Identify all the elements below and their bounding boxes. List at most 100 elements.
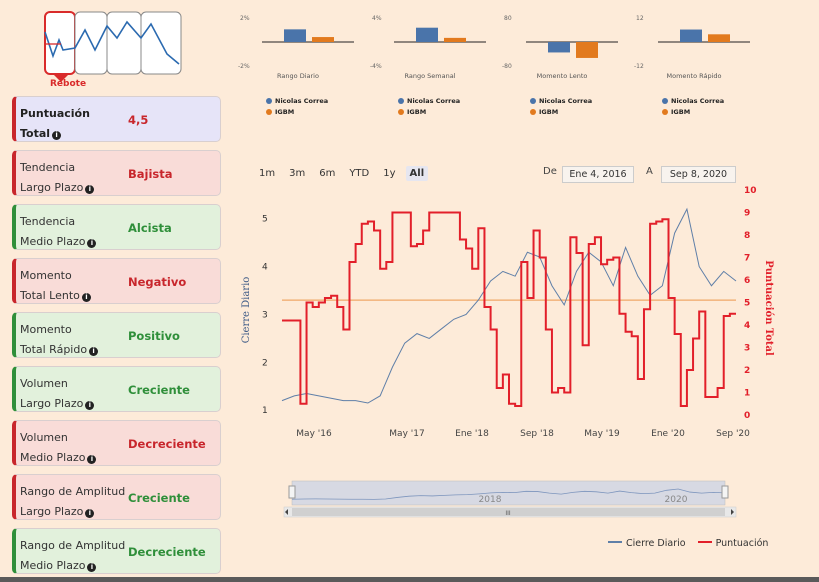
card-label-line1: Volumen xyxy=(20,377,68,390)
card-volumen-medio: Volumen Medio Plazo i Decreciente xyxy=(12,420,221,466)
mini-chart-bars: 4% -4% xyxy=(370,15,486,70)
legend-b: IGBM xyxy=(407,108,427,116)
x-tick-label: May '16 xyxy=(296,429,332,439)
mini-chart-legend: Nicolas Correa IGBM xyxy=(662,96,724,118)
mini-chart-title: Momento Lento xyxy=(536,72,588,80)
legend-dot-icon xyxy=(266,98,272,104)
navigator-handle-left xyxy=(288,485,296,499)
y-right-tick: 6 xyxy=(744,276,750,286)
mini-bar xyxy=(444,37,466,42)
card-label-line1: Rango de Amplitud xyxy=(20,539,126,552)
card-label-line1: Puntuación xyxy=(20,107,90,120)
info-icon[interactable]: i xyxy=(85,185,95,194)
card-label-line1: Momento xyxy=(20,323,72,336)
mini-bar xyxy=(312,37,334,42)
legend-item-cierre[interactable]: Cierre Diario xyxy=(608,538,686,549)
info-icon[interactable]: i xyxy=(87,239,97,248)
window-bottom-bar xyxy=(0,577,819,582)
y-left-tick: 4 xyxy=(262,263,268,273)
card-tendencia-medio: Tendencia Medio Plazo i Alcista xyxy=(12,204,221,250)
mini-bar xyxy=(576,42,598,58)
card-label-line1: Tendencia xyxy=(20,215,76,228)
card-label: Rango de Amplitud Medio Plazo i xyxy=(20,536,138,576)
mini-chart-title: Rango Semanal xyxy=(404,72,456,80)
info-icon[interactable]: i xyxy=(81,293,91,302)
card-label-line1: Momento xyxy=(20,269,72,282)
series-cierre-diario-line xyxy=(281,207,737,404)
x-tick-label: Ene '20 xyxy=(651,429,685,439)
navigator-series xyxy=(291,488,726,500)
mini-chart-bars: 2% -2% xyxy=(238,15,354,70)
info-icon[interactable]: i xyxy=(85,509,95,518)
mini-bar xyxy=(708,34,730,42)
card-tendencia-largo: Tendencia Largo Plazo i Bajista xyxy=(12,150,221,196)
card-label-line2: Total Lento xyxy=(20,289,80,302)
card-label: Momento Total Lento i xyxy=(20,266,138,306)
legend-dot-icon xyxy=(266,109,272,115)
card-value: Creciente xyxy=(128,491,190,505)
mini-axis-min: -12 xyxy=(634,63,644,70)
date-to-label: A xyxy=(646,166,653,177)
navigator-scrollbar-thumb xyxy=(292,508,725,516)
legend-dot-icon xyxy=(662,98,668,104)
card-label-line1: Rango de Amplitud xyxy=(20,485,126,498)
x-tick-label: Sep '18 xyxy=(520,429,554,439)
scroll-left-arrow-icon xyxy=(285,509,288,515)
legend-item-puntuacion[interactable]: Puntuación xyxy=(697,538,768,549)
card-label: Volumen Largo Plazo i xyxy=(20,374,138,414)
y-right-tick: 4 xyxy=(744,321,750,331)
range-button-all[interactable]: All xyxy=(405,166,429,181)
y-right-tick: 7 xyxy=(744,254,750,264)
y-right-tick: 2 xyxy=(744,366,750,376)
card-volumen-largo: Volumen Largo Plazo i Creciente xyxy=(12,366,221,412)
card-label: Rango de Amplitud Largo Plazo i xyxy=(20,482,138,522)
navigator-label: 2018 xyxy=(479,495,502,505)
range-button-ytd[interactable]: YTD xyxy=(349,168,370,179)
info-icon[interactable]: i xyxy=(87,563,97,572)
legend-label: Cierre Diario xyxy=(626,538,686,549)
mini-chart-legend: Nicolas Correa IGBM xyxy=(398,96,460,118)
y-left-tick: 3 xyxy=(262,310,268,320)
card-value: Decreciente xyxy=(128,545,206,559)
card-rango-largo: Rango de Amplitud Largo Plazo i Creciente xyxy=(12,474,221,520)
date-from-input[interactable]: Ene 4, 2016 xyxy=(562,166,634,183)
card-value: 4,5 xyxy=(128,113,149,127)
card-label-line2: Medio Plazo xyxy=(20,451,86,464)
info-icon[interactable]: i xyxy=(87,455,97,464)
series-puntuacion-line xyxy=(282,211,736,407)
x-tick-label: Sep '20 xyxy=(716,429,750,439)
range-button-3m[interactable]: 3m xyxy=(289,168,306,179)
y-right-tick: 5 xyxy=(744,299,750,309)
info-icon[interactable]: i xyxy=(52,131,62,140)
card-label-line1: Tendencia xyxy=(20,161,76,174)
range-button-1y[interactable]: 1y xyxy=(383,168,396,179)
range-button-6m[interactable]: 6m xyxy=(319,168,336,179)
mini-chart-title: Momento Rápido xyxy=(666,72,722,80)
legend-b: IGBM xyxy=(539,108,559,116)
mini-chart-title: Rango Diario xyxy=(277,72,319,80)
mini-axis-min: -2% xyxy=(238,63,250,70)
range-selector: 1m 3m 6m YTD 1y All xyxy=(255,166,429,181)
mini-chart-rango-semanal: 4% -4% Rango Semanal Nicolas Correa IGBM xyxy=(370,10,490,120)
info-icon[interactable]: i xyxy=(89,347,99,356)
mini-bar xyxy=(548,42,570,53)
legend-a: Nicolas Correa xyxy=(407,97,461,105)
card-label: Momento Total Rápido i xyxy=(20,320,138,360)
y-right-axis-label: Puntuación Total xyxy=(763,260,774,356)
card-label-line1: Volumen xyxy=(20,431,68,444)
legend-a: Nicolas Correa xyxy=(275,97,329,105)
card-label: Volumen Medio Plazo i xyxy=(20,428,138,468)
date-to-input[interactable]: Sep 8, 2020 xyxy=(661,166,736,183)
card-value: Bajista xyxy=(128,167,173,181)
card-value: Negativo xyxy=(128,275,187,289)
mini-chart-momento-lento: 80 -80 Momento Lento Nicolas Correa IGBM xyxy=(502,10,622,120)
card-rango-medio: Rango de Amplitud Medio Plazo i Decrecient… xyxy=(12,528,221,574)
x-tick-label: Ene '18 xyxy=(455,429,489,439)
x-tick-label: May '19 xyxy=(584,429,620,439)
range-button-1m[interactable]: 1m xyxy=(259,168,276,179)
x-tick-label: May '17 xyxy=(389,429,424,439)
y-right-tick: 1 xyxy=(744,389,750,399)
card-momento-lento: Momento Total Lento i Negativo xyxy=(12,258,221,304)
info-icon[interactable]: i xyxy=(85,401,95,410)
scroll-right-arrow-icon xyxy=(731,509,734,515)
